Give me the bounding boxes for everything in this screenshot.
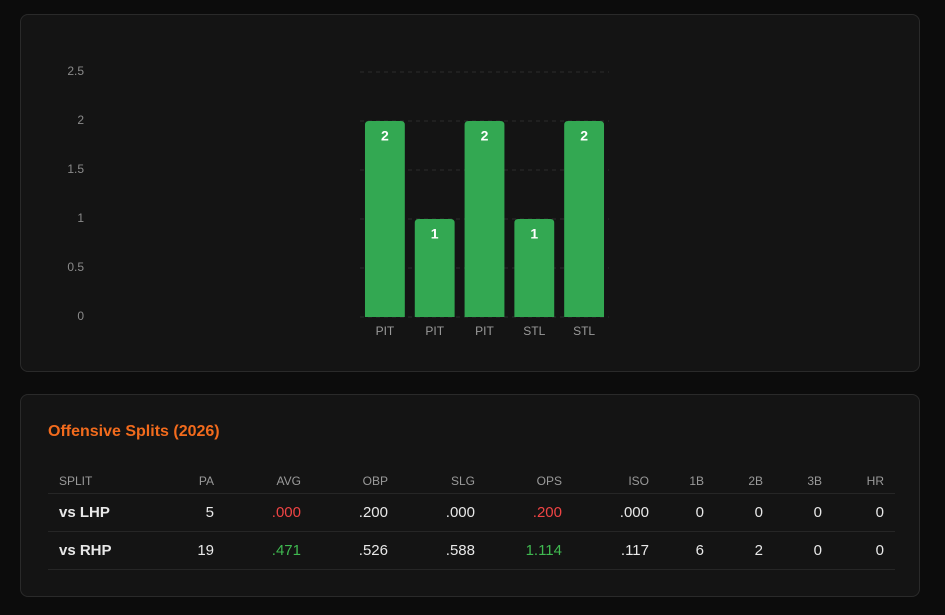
value-label: 2 <box>381 128 389 144</box>
header-cell: 1B <box>660 469 715 494</box>
value-label: 1 <box>431 226 439 242</box>
value-label: 1 <box>530 226 538 242</box>
table-cell: .000 <box>399 493 486 532</box>
table-cell: 0 <box>774 531 833 570</box>
splits-table: SPLIT PA AVG OBP SLG OPS ISO 1B 2B 3B HR vs LHP 5.0… <box>48 469 895 570</box>
table-cell: 6 <box>660 531 715 570</box>
header-cell: 2B <box>715 469 774 494</box>
table-cell: .117 <box>573 531 660 570</box>
header-cell: ISO <box>573 469 660 494</box>
table-cell: 0 <box>774 493 833 532</box>
header-cell: PA <box>170 469 225 494</box>
table-cell: 5 <box>170 493 225 532</box>
chart: 0 0.5 1 1.5 2 2.5 PIT 2 PIT 1 PIT 2 STL 1 STL 2 <box>67 64 609 338</box>
bar <box>464 121 505 317</box>
bar <box>514 219 555 317</box>
y-tick-label: 0.5 <box>67 260 84 274</box>
value-label: 2 <box>481 128 489 144</box>
table-cell: .471 <box>225 531 312 570</box>
table-cell: .000 <box>573 493 660 532</box>
table-cell: 0 <box>715 493 774 532</box>
y-tick-label: 0 <box>77 309 84 323</box>
table-cell: 0 <box>660 493 715 532</box>
x-tick-label: STL <box>573 324 595 338</box>
table-cell: vs RHP <box>48 531 170 570</box>
table-cell: .000 <box>225 493 312 532</box>
x-tick-label: PIT <box>475 324 494 338</box>
table-card: Offensive Splits (2026) SPLIT PA AVG OBP SLG… <box>20 394 920 597</box>
table-cell: .588 <box>399 531 486 570</box>
y-tick-label: 1 <box>77 211 84 225</box>
y-tick-label: 2.5 <box>67 64 84 78</box>
table-cell: 2 <box>715 531 774 570</box>
y-tick-label: 1.5 <box>67 162 84 176</box>
table-row: vs LHP 5.000.200.000.200.000 0 0 0 0 <box>48 493 895 532</box>
table-body: vs LHP 5.000.200.000.200.000 0 0 0 0 vs RHP 19.… <box>48 493 895 570</box>
table-cell: vs LHP <box>48 493 170 532</box>
table-cell: 19 <box>170 531 225 570</box>
bar <box>364 121 405 317</box>
bar <box>414 219 455 317</box>
y-tick-label: 2 <box>77 113 84 127</box>
table-cell: .526 <box>312 531 399 570</box>
header-cell: AVG <box>225 469 312 494</box>
table-title: Offensive Splits (2026) <box>48 423 220 440</box>
x-tick-label: STL <box>523 324 545 338</box>
header-cell: HR <box>833 469 895 494</box>
table-row: vs RHP 19.471.526.588 1.114.117 6 2 0 0 <box>48 531 895 570</box>
header-cell: OBP <box>312 469 399 494</box>
x-tick-label: PIT <box>376 324 395 338</box>
header-cell: OPS <box>486 469 573 494</box>
chart-card: 0 0.5 1 1.5 2 2.5 PIT 2 PIT 1 PIT 2 STL 1 STL 2 <box>20 14 920 372</box>
x-tick-label: PIT <box>425 324 444 338</box>
value-label: 2 <box>580 128 588 144</box>
table-cell: 0 <box>833 493 895 532</box>
header-cell: SLG <box>399 469 486 494</box>
table-cell: .200 <box>486 493 573 532</box>
table-cell: 0 <box>833 531 895 570</box>
bar <box>564 121 605 317</box>
header-cell: 3B <box>774 469 833 494</box>
table-cell: 1.114 <box>486 531 573 570</box>
header-cell: SPLIT <box>48 469 170 494</box>
table-cell: .200 <box>312 493 399 532</box>
header-row: SPLIT PA AVG OBP SLG OPS ISO 1B 2B 3B HR <box>48 469 895 494</box>
